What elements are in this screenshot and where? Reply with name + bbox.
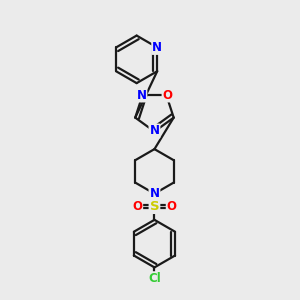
Text: N: N — [136, 88, 146, 101]
Text: N: N — [149, 124, 160, 137]
Text: S: S — [150, 200, 159, 213]
Text: O: O — [163, 88, 172, 101]
Text: N: N — [152, 41, 162, 54]
Text: Cl: Cl — [148, 272, 161, 285]
Text: O: O — [132, 200, 142, 213]
Text: N: N — [149, 187, 160, 200]
Text: O: O — [167, 200, 177, 213]
